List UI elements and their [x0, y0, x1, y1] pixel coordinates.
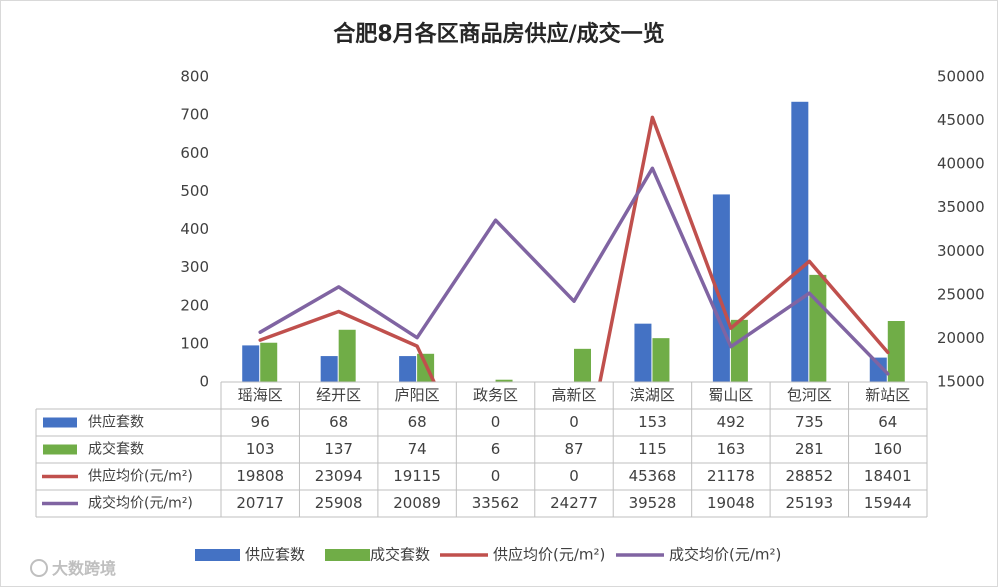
table-cell: 160	[873, 440, 902, 458]
legend-label: 成交均价(元/m²)	[669, 546, 781, 564]
logo-ring-icon	[30, 559, 48, 577]
y-right-tick-label: 20000	[937, 329, 985, 347]
bar	[730, 319, 748, 382]
table-cell: 0	[569, 467, 579, 485]
table-cell: 24277	[550, 494, 598, 512]
table-row-label: 供应均价(元/m²)	[88, 468, 193, 485]
y-right-tick-label: 25000	[937, 285, 985, 303]
bar	[887, 321, 905, 382]
series-line	[258, 166, 890, 376]
x-tick-label: 滨湖区	[630, 386, 675, 404]
bar	[634, 323, 652, 382]
table-row-label: 成交套数	[88, 441, 144, 458]
watermark-text: 大数跨境	[52, 559, 117, 578]
y-left-tick-label: 300	[180, 258, 209, 276]
x-tick-label: 经开区	[316, 386, 361, 404]
table-cell: 68	[408, 413, 427, 431]
x-tick-label: 包河区	[787, 386, 832, 404]
table-cell: 735	[795, 413, 824, 431]
table-cell: 21178	[707, 467, 755, 485]
table-cell: 20089	[393, 494, 441, 512]
bar	[652, 338, 670, 382]
table-row-label: 供应套数	[88, 414, 144, 431]
table-cell: 23094	[315, 467, 363, 485]
table-cell: 33562	[472, 494, 520, 512]
bar	[869, 357, 887, 382]
lines-group	[258, 115, 890, 382]
table-cell: 19048	[707, 494, 755, 512]
table-cell: 19115	[393, 467, 441, 485]
y-left-tick-label: 700	[180, 106, 209, 124]
y-right-tick-label: 30000	[937, 242, 985, 260]
table-row-label: 成交均价(元/m²)	[88, 495, 193, 512]
table-cell: 87	[564, 440, 583, 458]
table-cell: 19808	[236, 467, 284, 485]
table-cell: 0	[491, 413, 501, 431]
x-tick-label: 瑶海区	[238, 386, 283, 404]
bar	[242, 345, 260, 382]
bar	[399, 356, 417, 382]
x-tick-label: 高新区	[551, 386, 596, 404]
y-right-tick-label: 40000	[937, 155, 985, 173]
table-cell: 96	[251, 413, 270, 431]
y-right-tick-label: 15000	[937, 373, 985, 391]
y-left-tick-label: 100	[180, 334, 209, 352]
table-cell: 15944	[864, 494, 912, 512]
y-left-tick-label: 800	[180, 68, 209, 86]
y-left-tick-label: 500	[180, 182, 209, 200]
series-line	[258, 115, 890, 382]
table-cell: 0	[491, 467, 501, 485]
table-cell: 45368	[629, 467, 677, 485]
table-cell: 115	[638, 440, 667, 458]
chart-title: 合肥8月各区商品房供应/成交一览	[333, 21, 664, 47]
bar	[809, 274, 827, 382]
table-cell: 74	[408, 440, 427, 458]
legend-label: 供应均价(元/m²)	[493, 546, 605, 564]
bar	[260, 342, 278, 382]
y-left-tick-label: 400	[180, 220, 209, 238]
table-cell: 0	[569, 413, 579, 431]
table-cell: 18401	[864, 467, 912, 485]
table-cell: 28852	[785, 467, 833, 485]
table-cell: 153	[638, 413, 667, 431]
legend-label: 成交套数	[370, 546, 430, 564]
table-cell: 68	[329, 413, 348, 431]
y-right-tick-label: 50000	[937, 68, 985, 86]
bar	[495, 379, 513, 382]
table-cell: 103	[246, 440, 275, 458]
x-tick-label: 政务区	[473, 386, 518, 404]
table-cell: 137	[324, 440, 353, 458]
table-cell: 281	[795, 440, 824, 458]
table-cell: 64	[878, 413, 897, 431]
table-cell: 20717	[236, 494, 284, 512]
table-cell: 25908	[315, 494, 363, 512]
table-key-swatch	[43, 444, 77, 455]
table-cell: 39528	[629, 494, 677, 512]
bar	[320, 356, 338, 382]
legend-label: 供应套数	[245, 546, 305, 564]
bar	[338, 329, 356, 382]
table-cell: 25193	[785, 494, 833, 512]
y-left-tick-label: 0	[199, 373, 209, 391]
bar	[574, 348, 591, 382]
y-left-tick-label: 600	[180, 144, 209, 162]
table-cell: 492	[717, 413, 746, 431]
x-tick-label: 庐阳区	[395, 386, 440, 404]
table-cell: 6	[491, 440, 501, 458]
x-tick-label: 新站区	[865, 386, 910, 404]
bar	[791, 101, 809, 382]
table-cell: 163	[717, 440, 746, 458]
watermark-logo: 大数跨境	[30, 555, 116, 579]
x-tick-label: 蜀山区	[708, 386, 753, 404]
y-right-tick-label: 35000	[937, 198, 985, 216]
y-left-tick-label: 200	[180, 296, 209, 314]
y-right-tick-label: 45000	[937, 111, 985, 129]
legend-swatch	[325, 549, 370, 561]
legend-swatch	[195, 549, 240, 561]
table-key-swatch	[43, 417, 77, 428]
